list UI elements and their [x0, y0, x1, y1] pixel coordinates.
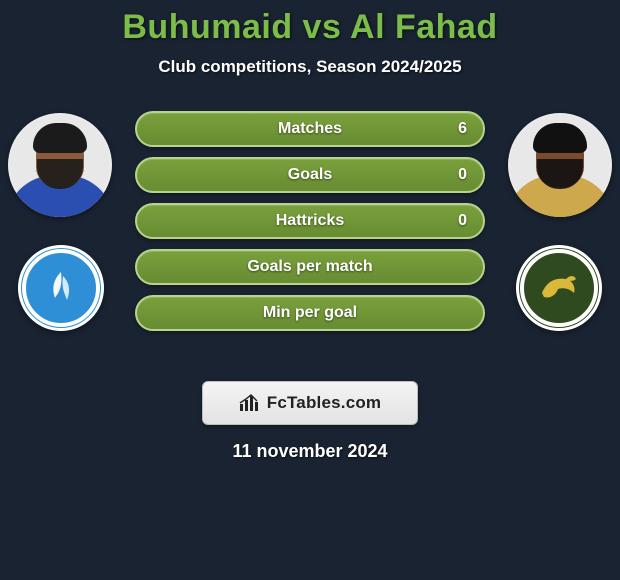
stat-row: Goals per match [135, 249, 485, 285]
club-left-emblem-icon [41, 268, 81, 308]
stat-row: Goals 0 [135, 157, 485, 193]
stat-label: Hattricks [276, 212, 344, 230]
comparison-body: Matches 6 Goals 0 Hattricks 0 Goals per … [0, 105, 620, 365]
stat-row: Matches 6 [135, 111, 485, 147]
brand-badge[interactable]: FcTables.com [202, 381, 418, 425]
player-left-avatar [8, 113, 112, 217]
stat-label: Matches [278, 120, 342, 138]
player-right-hair [533, 123, 587, 153]
date-label: 11 november 2024 [0, 441, 620, 462]
stat-right-value: 0 [458, 212, 467, 230]
comparison-card: Buhumaid vs Al Fahad Club competitions, … [0, 0, 620, 462]
bar-chart-icon [239, 394, 261, 412]
brand-text: FcTables.com [267, 393, 382, 413]
stat-label: Goals [288, 166, 332, 184]
stat-row: Min per goal [135, 295, 485, 331]
stat-right-value: 0 [458, 166, 467, 184]
page-title: Buhumaid vs Al Fahad [0, 8, 620, 47]
subtitle: Club competitions, Season 2024/2025 [0, 57, 620, 77]
player-left-hair [33, 123, 87, 153]
stat-right-value: 6 [458, 120, 467, 138]
club-right-emblem-icon [536, 265, 582, 311]
club-right-badge [516, 245, 602, 331]
stats-list: Matches 6 Goals 0 Hattricks 0 Goals per … [135, 111, 485, 331]
stat-row: Hattricks 0 [135, 203, 485, 239]
stat-label: Goals per match [247, 258, 372, 276]
player-right-avatar [508, 113, 612, 217]
stat-label: Min per goal [263, 304, 357, 322]
club-left-badge [18, 245, 104, 331]
